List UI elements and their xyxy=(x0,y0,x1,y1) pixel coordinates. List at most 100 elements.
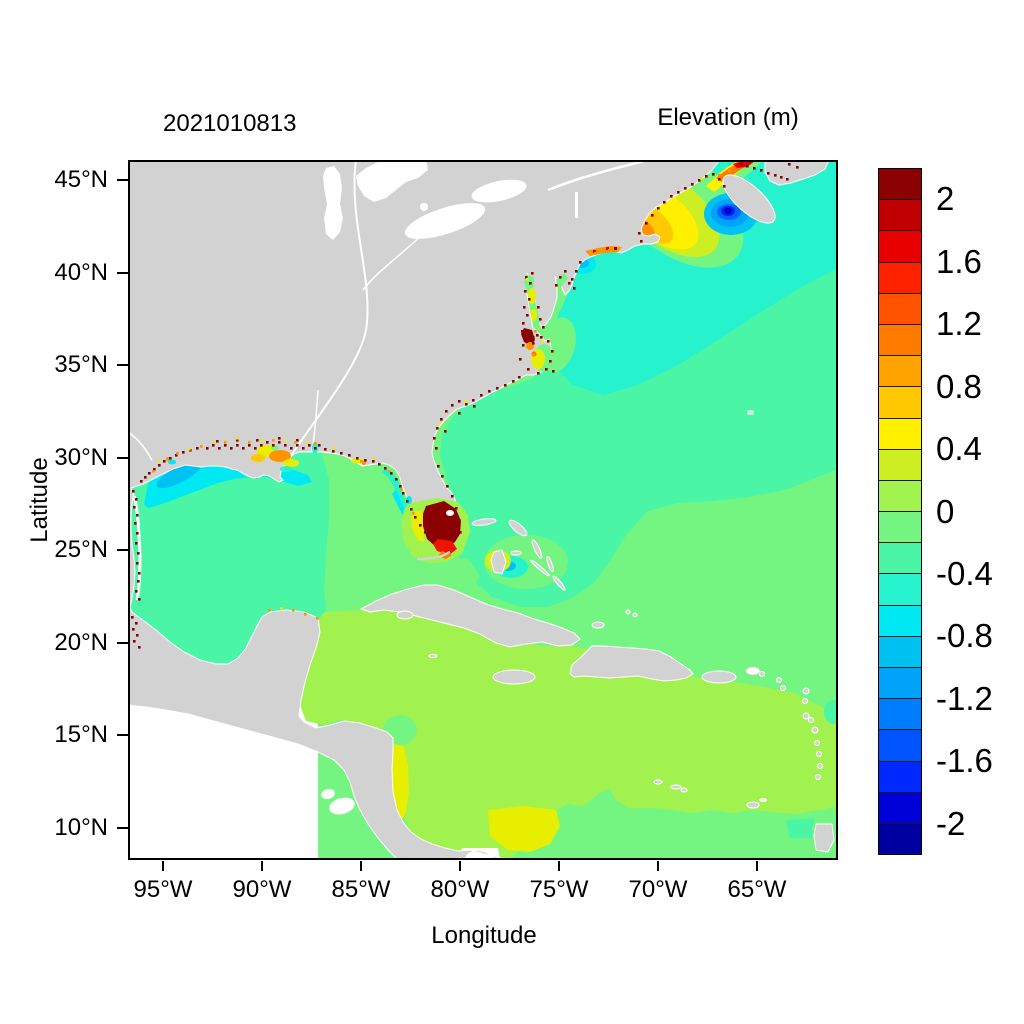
shoreline-flood-speckles xyxy=(131,163,799,649)
flood-speckle-darkred xyxy=(555,284,558,287)
y-tick-label: 30°N xyxy=(54,443,108,471)
gulf-of-paria-teal xyxy=(786,818,816,838)
flood-speckle-darkred xyxy=(302,447,305,450)
flood-speckle-darkred xyxy=(698,179,701,182)
flood-speckle-darkred xyxy=(138,646,141,649)
colorbar-cell xyxy=(879,761,921,793)
flood-speckle-darkred xyxy=(435,447,438,450)
flood-speckle-darkred xyxy=(196,447,199,450)
flood-speckle-orange xyxy=(400,488,403,491)
colorbar-cell xyxy=(879,730,921,762)
flood-speckle-darkred xyxy=(254,447,257,450)
flood-speckle-darkred xyxy=(308,444,311,447)
flood-speckle-orange xyxy=(304,613,307,616)
colorbar-cell xyxy=(879,231,921,263)
y-tick-label: 20°N xyxy=(54,628,108,656)
flood-speckle-darkred xyxy=(406,500,409,503)
florida-keys xyxy=(417,550,451,561)
flood-speckle-darkred xyxy=(314,447,317,450)
flood-speckle-yellow xyxy=(212,441,215,444)
flood-speckle-darkred xyxy=(175,454,178,457)
flood-speckle-orange xyxy=(316,617,319,620)
colorbar-cell xyxy=(879,823,921,855)
x-tick-label: 70°W xyxy=(628,876,688,903)
lesser-antilles xyxy=(653,671,823,809)
colorbar-cell xyxy=(879,605,921,637)
x-tick-label: 75°W xyxy=(529,876,589,903)
antilles-edge-teal-sliver xyxy=(824,700,838,724)
flood-speckle-yellow xyxy=(438,422,441,425)
cuba xyxy=(360,584,581,648)
venezuela-coast-yellow-patch xyxy=(488,806,560,852)
colorbar-cell xyxy=(879,200,921,232)
flood-speckle-darkred xyxy=(390,472,393,475)
flood-speckle-darkred xyxy=(158,464,161,467)
rio-grande xyxy=(128,431,153,461)
colorbar-tick-label: 0.4 xyxy=(936,430,982,468)
flood-speckle-darkred xyxy=(774,174,777,177)
flood-speckle-yellow xyxy=(464,400,467,403)
flood-speckle-darkred xyxy=(132,490,135,493)
flood-speckle-darkred xyxy=(549,360,552,363)
flood-speckle-yellow xyxy=(332,447,335,450)
flood-speckle-darkred xyxy=(148,472,151,475)
lake-valencia xyxy=(759,798,767,802)
flood-speckle-darkred xyxy=(284,444,287,447)
colorbar-cell xyxy=(879,512,921,544)
hispaniola xyxy=(569,645,694,682)
flood-speckle-orange xyxy=(248,441,251,444)
flood-speckle-darkred xyxy=(788,163,791,166)
flood-speckle-darkred xyxy=(414,516,417,519)
everglades-flood-maximum xyxy=(402,498,470,563)
flood-speckle-darkred xyxy=(496,387,499,390)
flood-speckle-darkred xyxy=(542,326,545,329)
lake-champlain xyxy=(575,192,578,218)
flood-speckle-darkred xyxy=(436,427,439,430)
flood-speckle-darkred xyxy=(455,507,458,510)
colorbar-tick-label: -0.4 xyxy=(936,554,993,592)
flood-speckle-yellow xyxy=(700,177,703,180)
flood-speckle-darkred xyxy=(545,368,548,371)
cayman-islands xyxy=(428,654,438,658)
x-tick-mark xyxy=(360,861,362,871)
colorbar xyxy=(878,168,922,855)
flood-speckle-darkred xyxy=(340,452,343,455)
flood-speckle-darkred xyxy=(278,441,281,444)
flood-speckle-darkred xyxy=(446,485,449,488)
flood-speckle-darkred xyxy=(133,640,136,643)
y-tick-mark xyxy=(117,549,128,552)
louisiana-marsh-patches xyxy=(251,445,299,472)
flood-speckle-orange xyxy=(200,445,203,448)
lake-ontario xyxy=(471,179,527,203)
flood-speckle-darkred xyxy=(465,403,468,406)
y-tick-label: 10°N xyxy=(54,813,108,841)
flood-speckle-darkred xyxy=(451,495,454,498)
flood-speckle-darkred xyxy=(182,451,185,454)
colorbar-cell xyxy=(879,293,921,325)
y-tick-mark xyxy=(117,271,128,274)
colorbar-cell xyxy=(879,418,921,450)
plot-timestamp-title: 2021010813 xyxy=(163,110,297,137)
flood-speckle-darkred xyxy=(230,447,233,450)
flood-speckle-darkred xyxy=(132,628,135,631)
trinidad xyxy=(813,823,835,853)
lake-nicaragua xyxy=(329,797,355,815)
flood-speckle-darkred xyxy=(753,167,756,170)
flood-speckle-darkred xyxy=(532,336,535,339)
flood-speckle-yellow xyxy=(236,437,239,440)
flood-speckle-yellow xyxy=(280,607,283,610)
flood-speckle-orange xyxy=(608,249,611,252)
flood-speckle-darkred xyxy=(135,590,138,593)
y-tick-label: 25°N xyxy=(54,536,108,564)
flood-speckle-darkred xyxy=(356,457,359,460)
flood-speckle-darkred xyxy=(135,542,138,545)
colorbar-tick-label: -1.6 xyxy=(936,742,993,780)
flood-speckle-darkred xyxy=(332,450,335,453)
flood-speckle-darkred xyxy=(796,166,799,169)
flood-speckle-darkred xyxy=(568,282,571,285)
flood-speckle-yellow xyxy=(372,457,375,460)
flood-speckle-darkred xyxy=(525,276,528,279)
flood-speckle-darkred xyxy=(718,178,721,181)
y-tick-label: 15°N xyxy=(54,721,108,749)
